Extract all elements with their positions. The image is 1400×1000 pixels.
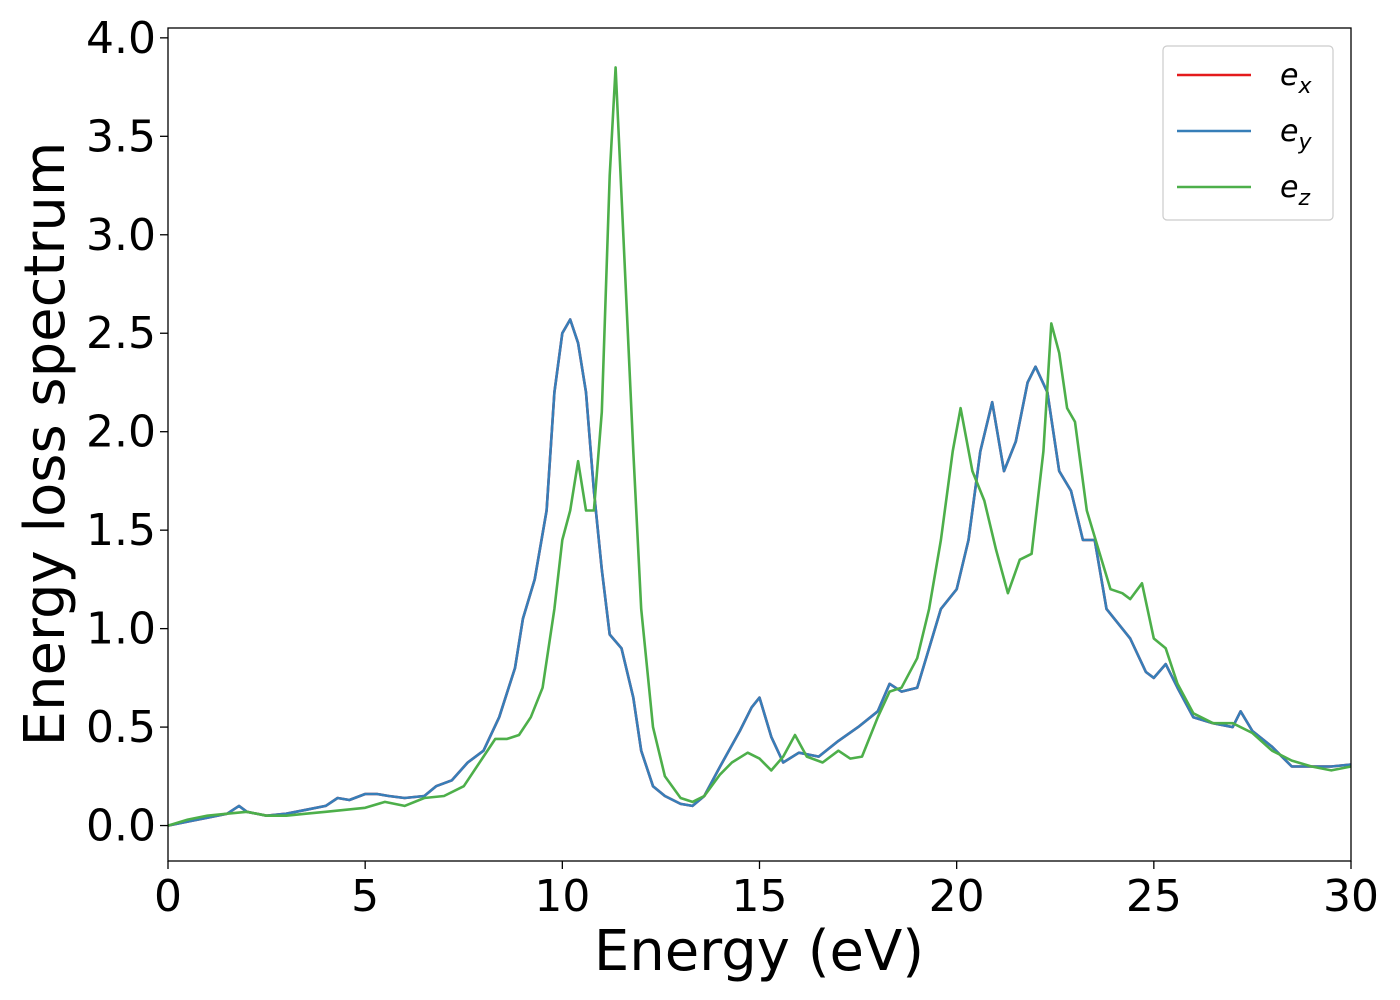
x-axis-title: Energy (eV)	[594, 919, 924, 984]
x-tick-label: 0	[154, 871, 182, 922]
x-tick-label: 25	[1126, 871, 1182, 922]
y-tick-label: 3.0	[86, 210, 156, 261]
y-tick-label: 2.5	[86, 308, 156, 359]
series-layer	[167, 66, 1352, 827]
x-tick-label: 20	[929, 871, 985, 922]
y-tick-label: 4.0	[86, 13, 156, 64]
x-tick-label: 10	[534, 871, 590, 922]
y-tick-label: 3.5	[86, 111, 156, 162]
series-line-y	[167, 318, 1352, 827]
y-axis: 0.0 0.5 1.0 1.5 2.0 2.5 3.0 3.5 4.0	[86, 13, 168, 852]
y-tick-label: 2.0	[86, 407, 156, 458]
y-tick-label: 0.0	[86, 801, 156, 852]
y-tick-label: 0.5	[86, 702, 156, 753]
x-tick-label: 15	[732, 871, 788, 922]
legend-box	[1162, 45, 1334, 221]
x-tick-label: 5	[351, 871, 379, 922]
x-axis: 0 5 10 15 20 25 30	[154, 861, 1379, 922]
series-line-z	[167, 66, 1352, 827]
legend-label-y: ey	[1280, 114, 1312, 155]
y-tick-label: 1.0	[86, 604, 156, 655]
y-axis-title: Energy loss spectrum	[13, 142, 78, 747]
y-tick-label: 1.5	[86, 505, 156, 556]
plot-background	[168, 28, 1351, 861]
x-tick-label: 30	[1323, 871, 1379, 922]
